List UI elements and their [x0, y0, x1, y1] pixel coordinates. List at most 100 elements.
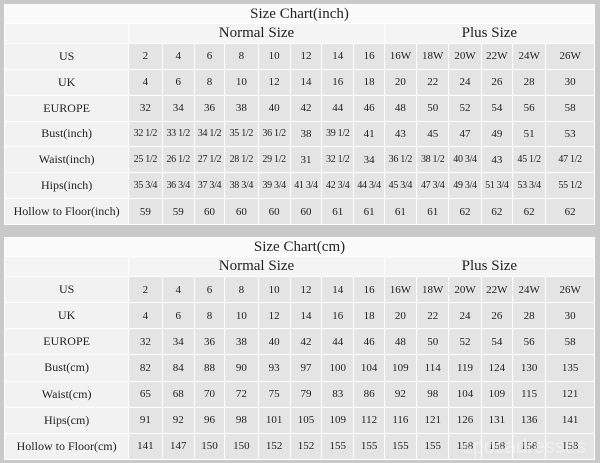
size-chart-inch: Size Chart(inch) Normal Size Plus Size US 2 4… — [3, 4, 596, 225]
table-cell: 35 1/2 — [224, 120, 259, 148]
table-cell: 42 3/4 — [321, 172, 355, 200]
table-cell: 6 — [193, 43, 226, 70]
table-cell: 55 1/2 — [545, 172, 595, 200]
table-cell: 115 — [511, 380, 547, 408]
table-cell: 48 — [383, 94, 418, 122]
table-cell: 56 — [511, 94, 547, 122]
table-cell: 24 — [448, 302, 482, 330]
table-cell: 60 — [257, 198, 291, 225]
title-row: Size Chart(cm) — [4, 237, 595, 257]
table-cell: 26 — [480, 68, 513, 96]
table-cell: 109 — [480, 380, 513, 408]
table-cell: 32 — [128, 328, 163, 356]
table-cell: 35 3/4 — [128, 172, 163, 200]
table-cell: 59 — [128, 198, 163, 225]
table-cell: 98 — [416, 380, 450, 408]
table-cell: 51 — [511, 120, 547, 148]
table-cell: 116 — [383, 406, 418, 434]
table-cell: 12 — [289, 43, 323, 70]
table-cell: 101 — [257, 406, 291, 434]
table-cell: 10 — [224, 68, 259, 96]
table-cell: 10 — [257, 275, 291, 304]
group-normal-size: Normal Size — [128, 256, 385, 277]
group-plus-size: Plus Size — [383, 23, 596, 44]
table-cell: 91 — [128, 406, 163, 434]
table-cell: 92 — [161, 406, 195, 434]
table-cell: 38 — [224, 328, 259, 356]
table-cell: 121 — [416, 406, 450, 434]
table-cell: 47 3/4 — [416, 172, 450, 200]
table-cell: 14 — [321, 43, 355, 70]
row-label: Waist(inch) — [3, 146, 130, 174]
table-row: EUROPE 32 34 36 38 40 42 44 46 48 50 52 54 56 58 — [3, 328, 595, 356]
table-row: US 2 4 6 8 10 12 14 16 16W 18W 20W 22W 24W 26W — [3, 43, 595, 70]
table-cell: 109 — [383, 354, 418, 382]
table-cell: 20 — [383, 302, 418, 330]
table-cell: 72 — [224, 380, 259, 408]
table-cell: 40 — [257, 328, 291, 356]
table-cell: 20 — [383, 68, 418, 96]
table-cell: 98 — [224, 406, 259, 434]
table-cell: 155 — [383, 432, 418, 461]
table-cell: 42 — [289, 94, 323, 122]
table-cell: 44 3/4 — [353, 172, 385, 200]
row-label: US — [3, 43, 130, 70]
table-cell: 32 — [128, 94, 163, 122]
table-cell: 158 — [480, 432, 513, 461]
table-cell: 24W — [511, 43, 547, 70]
table-cell: 155 — [353, 432, 385, 461]
table-cell: 54 — [480, 94, 513, 122]
table-cell: 47 1/2 — [545, 146, 595, 174]
table-cell: 141 — [545, 406, 595, 434]
table-cell: 60 — [289, 198, 323, 225]
table-cell: 6 — [161, 68, 195, 96]
table-cell: 54 — [480, 328, 513, 356]
table-cell: 104 — [353, 354, 385, 382]
table-row: Hips(inch) 35 3/4 36 3/4 37 3/4 38 3/4 39 3/4… — [3, 172, 595, 200]
table-cell: 136 — [511, 406, 547, 434]
table-cell: 53 3/4 — [511, 172, 547, 200]
table-cell: 16 — [321, 302, 355, 330]
table-cell: 8 — [193, 302, 226, 330]
size-table: Size Chart(inch) Normal Size Plus Size US 2 4… — [3, 4, 596, 225]
table-cell: 124 — [480, 354, 513, 382]
table-cell: 32 1/2 — [321, 146, 355, 174]
table-cell: 152 — [257, 432, 291, 461]
table-cell: 36 1/2 — [257, 120, 291, 148]
table-cell: 70 — [193, 380, 226, 408]
table-cell: 58 — [545, 94, 595, 122]
table-cell: 12 — [257, 302, 291, 330]
table-cell: 12 — [257, 68, 291, 96]
table-cell: 147 — [161, 432, 195, 461]
table-cell: 18W — [416, 43, 450, 70]
group-row: Normal Size Plus Size — [3, 256, 596, 277]
table-cell: 105 — [289, 406, 323, 434]
table-cell: 39 3/4 — [257, 172, 291, 200]
size-table: Size Chart(cm) Normal Size Plus Size US 2 4 6 8… — [3, 237, 596, 461]
table-cell: 22 — [416, 302, 450, 330]
row-label: UK — [3, 68, 130, 96]
table-cell: 2 — [128, 43, 163, 70]
table-cell: 52 — [448, 94, 482, 122]
table-cell: 10 — [224, 302, 259, 330]
blank-cell — [3, 256, 130, 277]
table-cell: 30 — [545, 302, 595, 330]
table-row: Hollow to Floor(cm) 141 147 150 150 152 152 155… — [3, 432, 595, 461]
table-row: EUROPE 32 34 36 38 40 42 44 46 48 50 52 54 56 58 — [3, 94, 595, 122]
table-cell: 29 1/2 — [257, 146, 291, 174]
table-cell: 126 — [448, 406, 482, 434]
table-row: UK 4 6 8 10 12 14 16 18 20 22 24 26 28 30 — [3, 302, 595, 330]
table-cell: 45 1/2 — [511, 146, 547, 174]
table-cell: 20W — [448, 275, 482, 304]
table-cell: 8 — [193, 68, 226, 96]
table-cell: 59 — [161, 198, 195, 225]
table-cell: 84 — [161, 354, 195, 382]
table-cell: 158 — [511, 432, 547, 461]
table-cell: 38 1/2 — [416, 146, 450, 174]
table-cell: 38 — [224, 94, 259, 122]
table-cell: 65 — [128, 380, 163, 408]
table-cell: 97 — [289, 354, 323, 382]
table-row: Bust(cm) 82 84 88 90 93 97 100 104 109 114 119 124 13… — [3, 354, 595, 382]
table-cell: 155 — [321, 432, 355, 461]
table-cell: 6 — [161, 302, 195, 330]
